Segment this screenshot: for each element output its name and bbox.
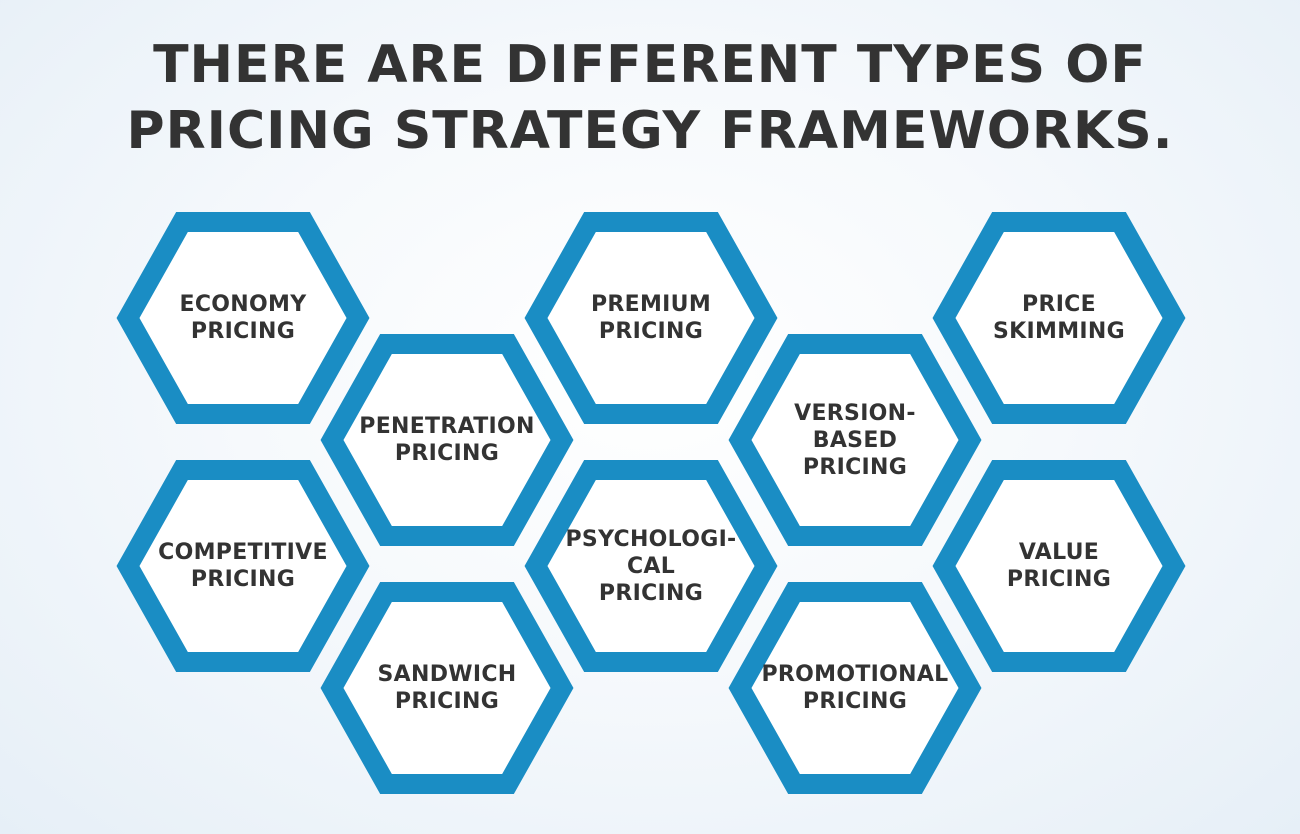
hexagon-shape <box>524 460 778 672</box>
hexagon-promotional: PROMOTIONAL PRICING <box>728 580 982 796</box>
hexagon-economy: ECONOMY PRICING <box>116 210 370 426</box>
hexagon-label-line: PROMOTIONAL <box>761 662 949 687</box>
hexagon-label-line: VALUE <box>1018 540 1100 565</box>
hexagon-label-line: PRICE <box>1022 292 1096 317</box>
hexagon-shape <box>320 582 574 794</box>
hexagon-label-line: PRICING <box>190 567 296 592</box>
hexagon-label: PRICE SKIMMING <box>954 210 1164 426</box>
hexagon-label-line: SANDWICH <box>377 662 517 687</box>
hexagon-shape <box>932 460 1186 672</box>
hexagon-label: ECONOMY PRICING <box>138 210 348 426</box>
hexagon-label-line: PRICING <box>598 319 704 344</box>
hexagon-label-line: CAL <box>626 553 676 579</box>
hexagon-label: PROMOTIONAL PRICING <box>750 580 960 796</box>
hexagon-label: PSYCHOLOGI- CAL PRICING <box>546 458 756 674</box>
hexagon-label-line: COMPETITIVE <box>158 540 328 565</box>
hexagon-sandwich: SANDWICH PRICING <box>320 580 574 796</box>
hexagon-value: VALUE PRICING <box>932 458 1186 674</box>
hexagon-shape <box>728 582 982 794</box>
hexagon-shape <box>116 460 370 672</box>
title-line-1: THERE ARE DIFFERENT TYPES OF <box>153 35 1147 95</box>
hexagon-label-line: PRICING <box>190 319 296 344</box>
hexagon-label-line: PRICING <box>802 689 908 714</box>
hexagon-label: VERSION- BASED PRICING <box>750 332 960 548</box>
hexagon-label-line: PSYCHOLOGI- <box>565 526 737 552</box>
hexagon-label-line: PRICING <box>1006 567 1112 592</box>
hexagon-label-line: BASED <box>812 427 898 453</box>
hexagon-label: PENETRATION PRICING <box>342 332 552 548</box>
hexagon-label-line: VERSION- <box>794 400 916 426</box>
hexagon-shape <box>116 212 370 424</box>
hexagon-premium: PREMIUM PRICING <box>524 210 778 426</box>
hexagon-label: VALUE PRICING <box>954 458 1164 674</box>
hexagon-psychological: PSYCHOLOGI- CAL PRICING <box>524 458 778 674</box>
hexagon-shape <box>932 212 1186 424</box>
hexagon-competitive: COMPETITIVE PRICING <box>116 458 370 674</box>
hexagon-label-line: PRICING <box>394 689 500 714</box>
hexagon-shape <box>320 334 574 546</box>
hexagon-penetration: PENETRATION PRICING <box>320 332 574 548</box>
hexagon-label: SANDWICH PRICING <box>342 580 552 796</box>
title-line-2: PRICING STRATEGY FRAMEWORKS. <box>126 101 1174 161</box>
hexagon-shape <box>728 334 982 546</box>
hexagon-label-line: SKIMMING <box>993 319 1125 344</box>
hexagon-label: COMPETITIVE PRICING <box>138 458 348 674</box>
hexagon-label: PREMIUM PRICING <box>546 210 756 426</box>
hexagon-label-line: PRICING <box>394 441 500 466</box>
hexagon-label-line: PREMIUM <box>590 292 712 317</box>
hexagon-price-skimming: PRICE SKIMMING <box>932 210 1186 426</box>
hexagon-label-line: PRICING <box>802 454 908 480</box>
page-title: THERE ARE DIFFERENT TYPES OF PRICING STR… <box>0 32 1300 164</box>
hexagon-label-line: PENETRATION <box>359 414 535 439</box>
hexagon-version-based: VERSION- BASED PRICING <box>728 332 982 548</box>
hexagon-label-line: PRICING <box>598 580 704 606</box>
hexagon-label-line: ECONOMY <box>179 292 307 317</box>
hexagon-shape <box>524 212 778 424</box>
